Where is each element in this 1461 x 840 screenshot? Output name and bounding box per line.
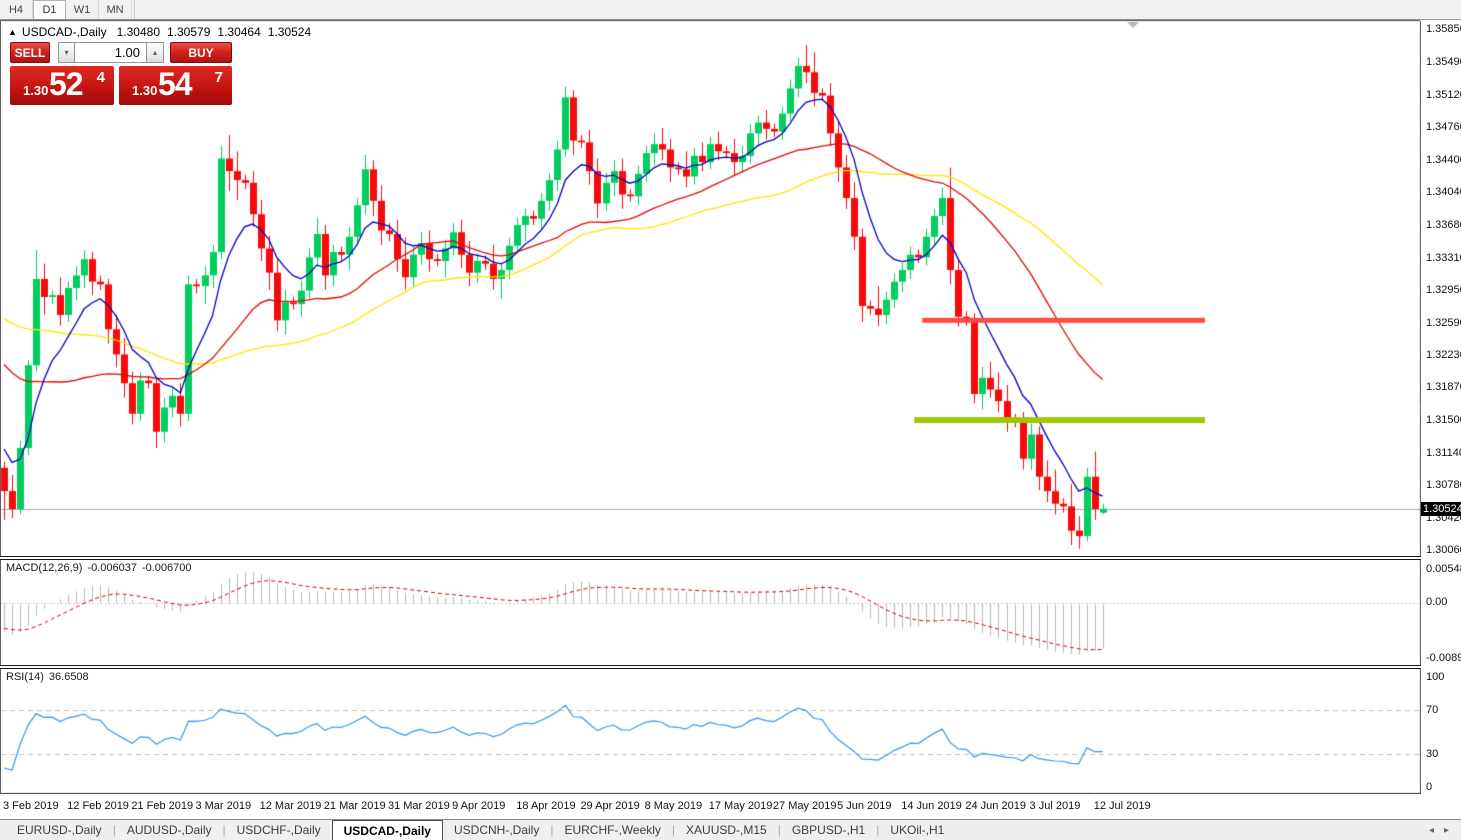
volume-increase-button[interactable]: ▴ bbox=[147, 42, 164, 63]
ohlc-high: 1.30579 bbox=[167, 25, 211, 39]
macd-axis-label: -0.008973 bbox=[1426, 651, 1461, 664]
spinner-down-icon: ▾ bbox=[64, 48, 69, 57]
date-axis-label: 27 May 2019 bbox=[772, 800, 837, 812]
volume-input[interactable] bbox=[75, 42, 147, 63]
buy-price-box[interactable]: 1.30 54 7 bbox=[119, 66, 232, 105]
rsi-axis-label: 70 bbox=[1426, 703, 1439, 716]
date-axis-label: 9 Apr 2019 bbox=[452, 800, 506, 812]
date-axis-label: 29 Apr 2019 bbox=[580, 800, 640, 812]
tab-separator: | bbox=[777, 823, 781, 837]
tab-separator: | bbox=[112, 823, 116, 837]
date-axis-label: 21 Mar 2019 bbox=[323, 800, 386, 812]
price-axis-label: 1.31500 bbox=[1426, 414, 1461, 427]
price-axis-label: 1.31870 bbox=[1426, 381, 1461, 394]
date-axis-label: 12 Mar 2019 bbox=[259, 800, 322, 812]
ohlc-open: 1.30480 bbox=[116, 25, 160, 39]
tab-separator: | bbox=[876, 823, 880, 837]
symbol-tab-strip: EURUSD-,Daily | AUDUSD-,Daily | USDCHF-,Dail… bbox=[0, 819, 1461, 840]
buy-button[interactable]: BUY bbox=[170, 42, 232, 63]
price-axis-label: 1.32590 bbox=[1426, 316, 1461, 329]
current-price-badge: 1.30524 bbox=[1421, 501, 1461, 516]
tab-usdcad-daily[interactable]: USDCAD-,Daily bbox=[331, 820, 443, 840]
price-axis-label: 1.30780 bbox=[1426, 479, 1461, 492]
pane-divider-macd[interactable] bbox=[0, 556, 1461, 560]
date-axis-label: 3 Jul 2019 bbox=[1029, 800, 1081, 812]
sell-price-box[interactable]: 1.30 52 4 bbox=[10, 66, 114, 105]
date-axis-label: 31 Mar 2019 bbox=[387, 800, 450, 812]
sell-price-pips: 52 bbox=[49, 66, 84, 102]
chart-title: ▲ USDCAD-,Daily 1.30480 1.30579 1.30464 1.305… bbox=[8, 25, 318, 39]
sell-button[interactable]: SELL bbox=[10, 42, 50, 63]
date-axis-label: 24 Jun 2019 bbox=[965, 800, 1026, 812]
date-axis-label: 21 Feb 2019 bbox=[131, 800, 194, 812]
date-axis-label: 14 Jun 2019 bbox=[901, 800, 962, 812]
tab-eurusd-daily[interactable]: EURUSD-,Daily bbox=[17, 823, 102, 837]
tab-scroll-left-icon[interactable]: ◂ bbox=[1428, 824, 1434, 836]
tab-usdchf-daily[interactable]: USDCHF-,Daily bbox=[236, 823, 321, 837]
macd-name-label: MACD(12,26,9) bbox=[6, 562, 83, 574]
tab-separator: | bbox=[671, 823, 676, 837]
buy-price-base: 1.30 bbox=[132, 83, 158, 98]
one-click-trade-panel: SELL ▾ ▴ BUY 1.30 52 4 1.30 54 7 bbox=[10, 42, 232, 105]
price-axis[interactable]: 1.35850 1.35490 1.35120 1.34760 1.34400 1.340… bbox=[1421, 21, 1461, 794]
date-axis-label: 5 Jun 2019 bbox=[837, 800, 892, 812]
rsi-axis-label: 0 bbox=[1426, 780, 1433, 793]
rsi-name-label: RSI(14) bbox=[6, 671, 44, 683]
collapse-arrow-icon[interactable]: ▲ bbox=[8, 27, 17, 37]
date-axis-label: 12 Jul 2019 bbox=[1093, 800, 1151, 812]
sell-price-base: 1.30 bbox=[23, 83, 49, 98]
tab-gbpusd-h1[interactable]: GBPUSD-,H1 bbox=[791, 823, 866, 837]
sell-price-pipette: 4 bbox=[96, 69, 105, 86]
price-axis-label: 1.34400 bbox=[1426, 153, 1461, 166]
buy-price-pipette: 7 bbox=[214, 69, 223, 86]
rsi-label-row: RSI(14) 36.6508 bbox=[6, 671, 94, 683]
tab-audusd-daily[interactable]: AUDUSD-,Daily bbox=[126, 823, 212, 837]
price-axis-label: 1.31140 bbox=[1426, 446, 1461, 459]
macd-main-value: -0.006037 bbox=[87, 562, 137, 574]
price-axis-label: 1.33680 bbox=[1426, 218, 1461, 231]
price-axis-label: 1.35850 bbox=[1426, 23, 1461, 36]
chart-left-border bbox=[0, 21, 1, 794]
rsi-axis-label: 100 bbox=[1426, 670, 1445, 683]
price-axis-label: 1.33310 bbox=[1426, 251, 1461, 264]
ohlc-close: 1.30524 bbox=[267, 25, 312, 39]
price-axis-label: 1.34760 bbox=[1426, 121, 1461, 134]
buy-price-pips: 54 bbox=[158, 66, 193, 102]
macd-signal-value: -0.006700 bbox=[141, 562, 192, 574]
tab-separator: | bbox=[222, 823, 226, 837]
chart-symbol-label: USDCAD-,Daily bbox=[21, 25, 107, 39]
price-axis-label: 1.35490 bbox=[1426, 55, 1461, 68]
ohlc-low: 1.30464 bbox=[217, 25, 261, 39]
tab-ukoil-h1[interactable]: UKOil-,H1 bbox=[890, 823, 945, 837]
volume-decrease-button[interactable]: ▾ bbox=[58, 42, 75, 63]
macd-label-row: MACD(12,26,9) -0.006037 -0.006700 bbox=[6, 562, 197, 574]
macd-axis-label: 0.00 bbox=[1426, 596, 1448, 609]
price-axis-label: 1.35120 bbox=[1426, 89, 1461, 102]
tab-usdcnh-daily[interactable]: USDCNH-,Daily bbox=[453, 823, 540, 837]
price-axis-label: 1.34040 bbox=[1426, 186, 1461, 199]
tab-separator: | bbox=[550, 823, 554, 837]
tab-scroll-arrows: ◂ ▸ bbox=[1429, 820, 1461, 840]
price-axis-label: 1.32230 bbox=[1426, 348, 1461, 361]
price-axis-label: 1.32950 bbox=[1426, 284, 1461, 297]
tab-scroll-right-icon[interactable]: ▸ bbox=[1443, 824, 1449, 836]
date-axis-label: 3 Feb 2019 bbox=[3, 800, 59, 812]
date-axis-label: 12 Feb 2019 bbox=[67, 800, 129, 812]
date-axis-label: 3 Mar 2019 bbox=[195, 800, 252, 812]
macd-axis-label: 0.005484 bbox=[1426, 562, 1461, 575]
date-axis-label: 18 Apr 2019 bbox=[516, 800, 576, 812]
spinner-up-icon: ▴ bbox=[152, 48, 157, 57]
date-axis-label: 17 May 2019 bbox=[708, 800, 773, 812]
rsi-value: 36.6508 bbox=[48, 671, 89, 683]
tab-eurchf-weekly[interactable]: EURCHF-,Weekly bbox=[564, 823, 661, 837]
date-axis[interactable]: 3 Feb 2019 12 Feb 2019 21 Feb 2019 3 Mar 20… bbox=[0, 794, 1461, 819]
tab-xauusd-m15[interactable]: XAUUSD-,M15 bbox=[686, 823, 767, 837]
rsi-axis-label: 30 bbox=[1426, 747, 1439, 760]
pane-divider-rsi[interactable] bbox=[0, 665, 1461, 669]
date-axis-label: 8 May 2019 bbox=[644, 800, 703, 812]
